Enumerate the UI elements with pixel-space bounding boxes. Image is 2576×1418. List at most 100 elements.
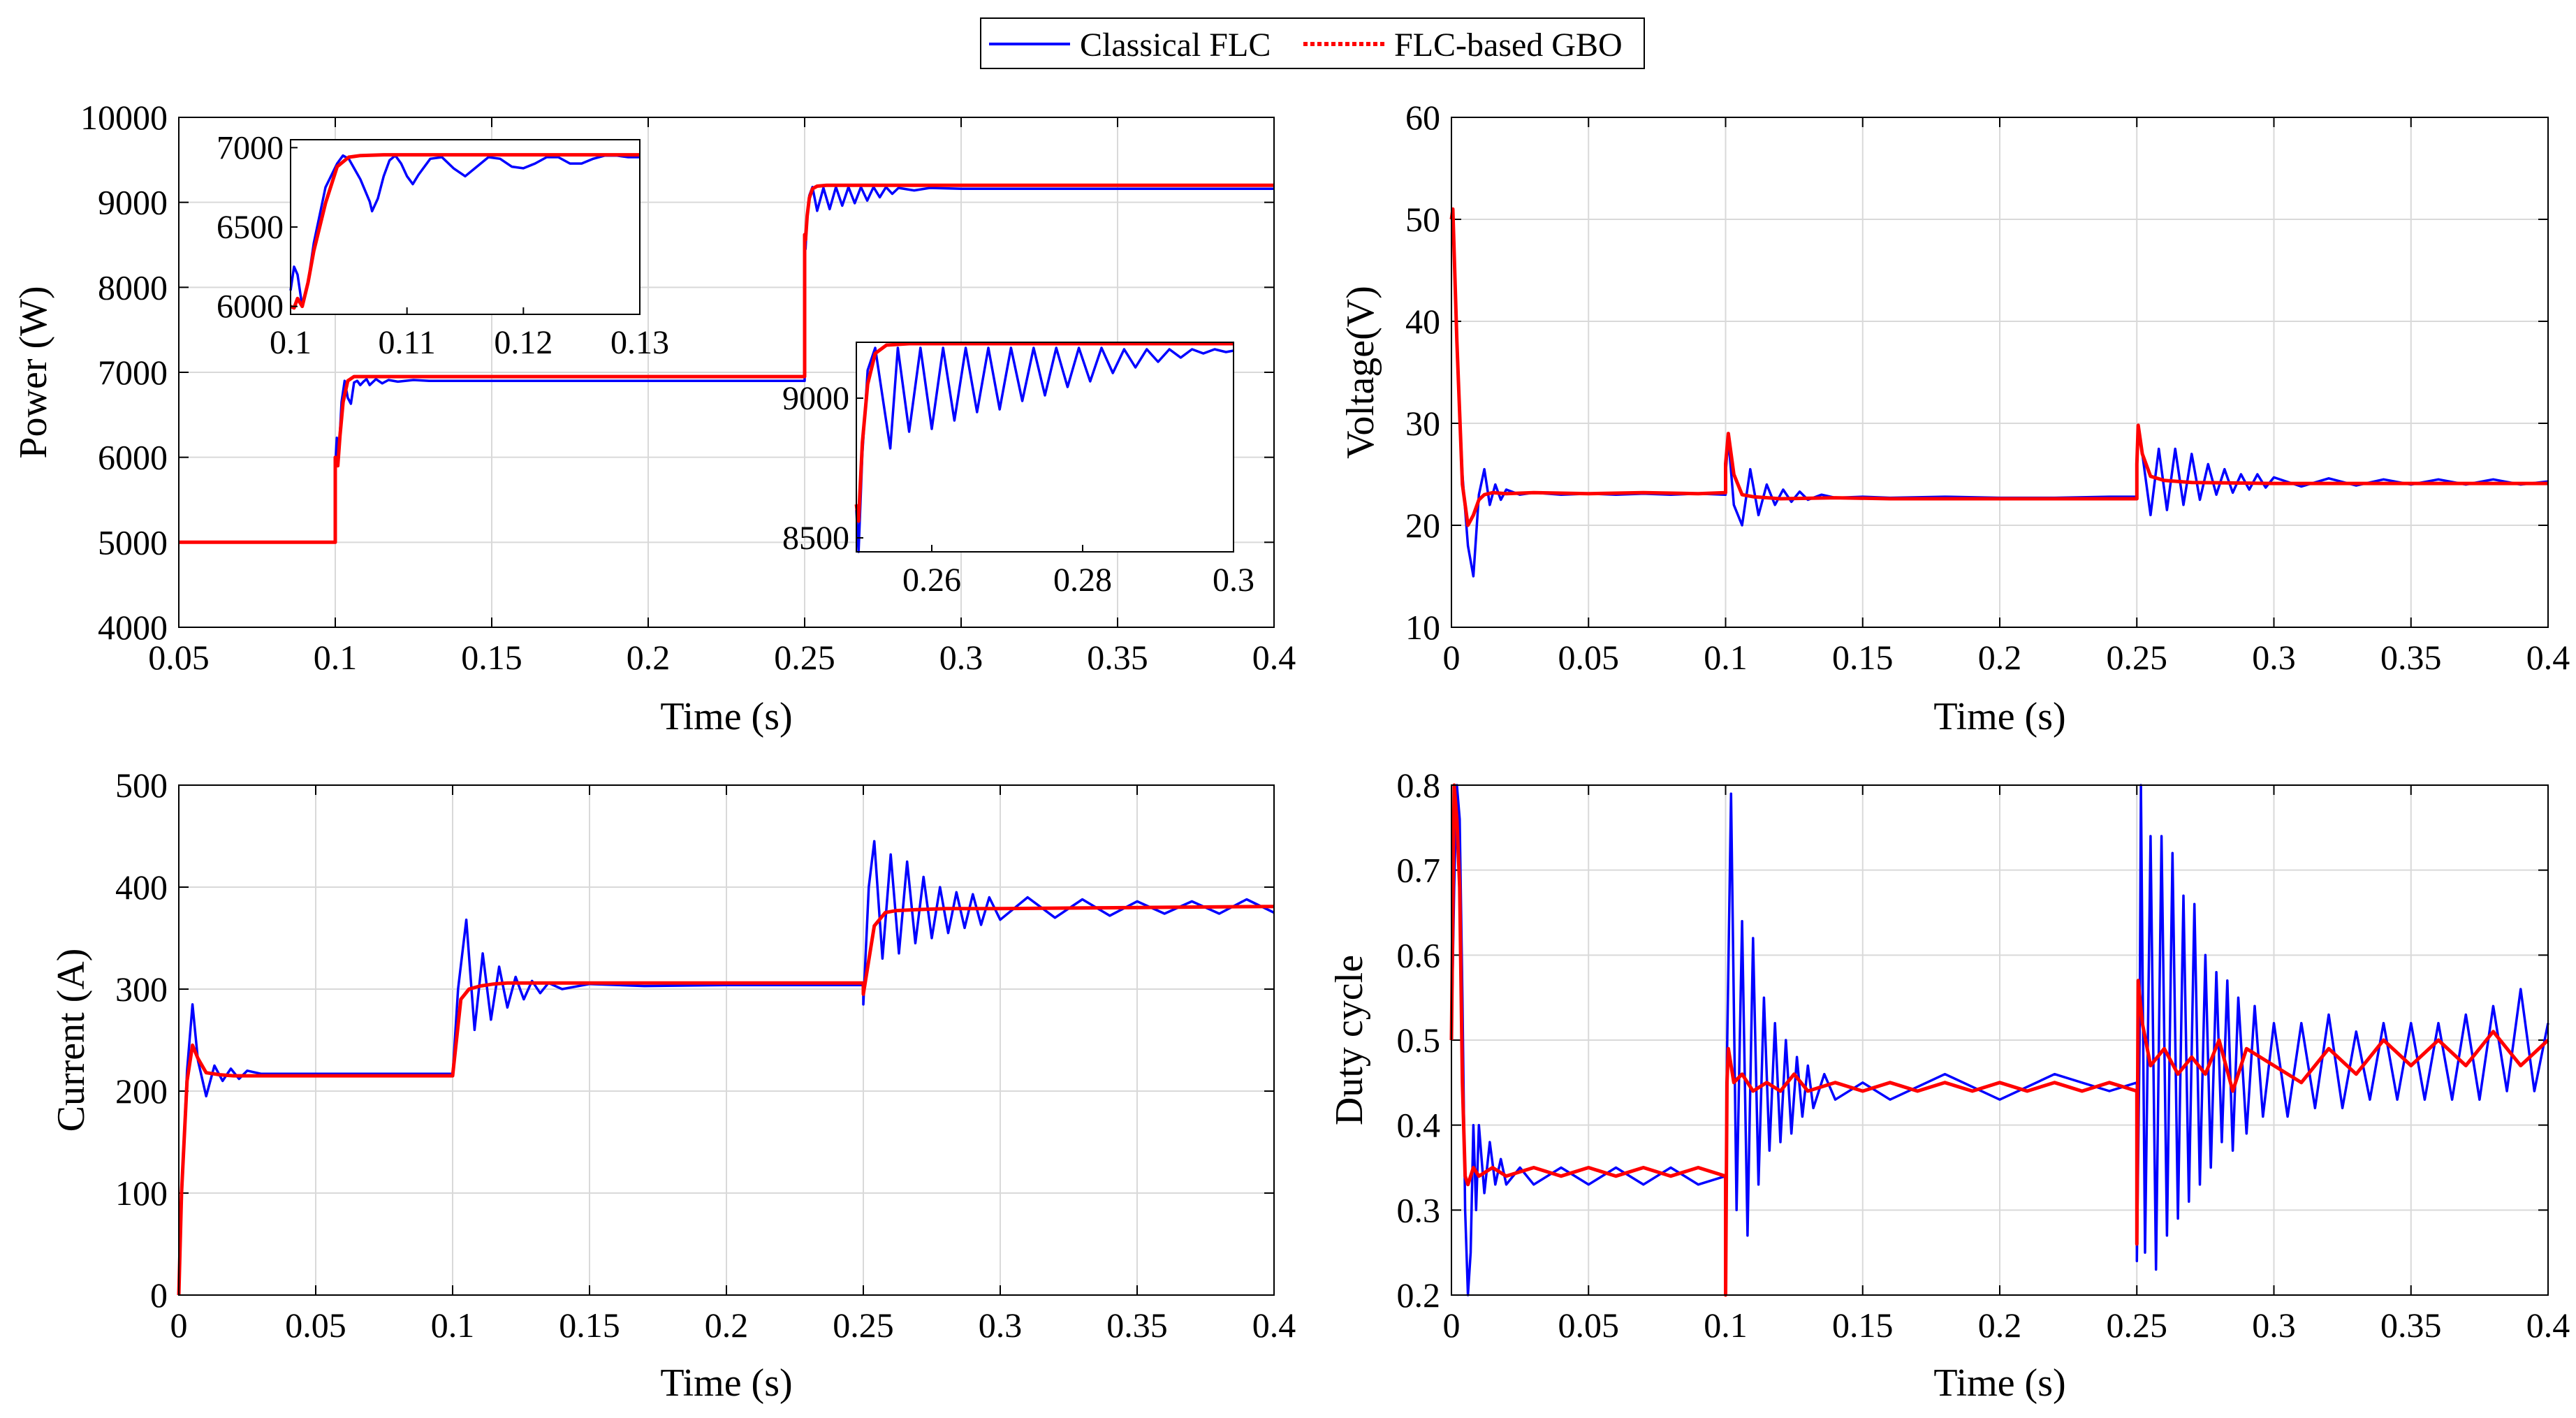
power-plot-frame xyxy=(178,117,1275,628)
duty-x-tick-label: 0.35 xyxy=(2380,1306,2442,1345)
power-series-classical-flc xyxy=(179,186,1274,544)
power-inset-2-series-classical-flc xyxy=(855,346,1234,553)
voltage-series xyxy=(1449,207,2549,578)
power-inset-1-x-tick-label: 0.12 xyxy=(494,324,552,361)
duty-x-tick-label: 0.3 xyxy=(2252,1306,2296,1345)
power-x-tick-label: 0.15 xyxy=(461,638,522,677)
voltage-x-tick-label: 0.4 xyxy=(2526,638,2570,677)
current-x-tick-label: 0.1 xyxy=(431,1306,475,1345)
power-inset-2-area xyxy=(856,342,1234,552)
power-series xyxy=(179,183,1274,544)
power-inset-2-x-tick-label: 0.28 xyxy=(1053,562,1112,599)
current-series-flc-based-gbo xyxy=(177,905,1275,1296)
power-inset-1-series-flc-based-gbo xyxy=(289,153,640,310)
duty-series xyxy=(1449,783,2549,1297)
current-x-tick-label: 0.35 xyxy=(1106,1306,1168,1345)
voltage-plot-frame xyxy=(1451,117,2549,628)
duty-x-tick-label: 0.25 xyxy=(2107,1306,2168,1345)
voltage-y-tick-label: 20 xyxy=(1405,506,1440,545)
duty-y-ticks: 0.2 0.3 0.4 0.5 0.6 0.7 0.8 xyxy=(1397,766,2548,1315)
current-x-tick-label: 0.05 xyxy=(285,1306,346,1345)
power-y-tick-label: 10000 xyxy=(80,98,168,137)
current-y-tick-label: 400 xyxy=(115,868,168,907)
duty-x-tick-label: 0.05 xyxy=(1558,1306,1620,1345)
voltage-y-tick-label: 50 xyxy=(1405,200,1440,239)
voltage-x-tick-label: 0.35 xyxy=(2380,638,2442,677)
power-inset-2-frame xyxy=(856,342,1234,553)
current-x-tick-label: 0.2 xyxy=(705,1306,749,1345)
current-x-tick-label: 0 xyxy=(170,1306,188,1345)
power-inset-1-y-tick-label: 7000 xyxy=(217,129,284,166)
voltage-x-tick-label: 0.2 xyxy=(1978,638,2022,677)
power-y-tick-label: 6000 xyxy=(98,438,168,477)
power-inset-1-y-tick-label: 6500 xyxy=(217,209,284,246)
power-chart: 0.05 0.1 0.15 0.2 0.25 0.3 0.35 0.4 4000 5000 600… xyxy=(12,98,1296,738)
duty-y-tick-label: 0.8 xyxy=(1397,766,1441,805)
legend-label-flc-gbo: FLC-based GBO xyxy=(1394,27,1623,64)
power-x-ticks: 0.05 0.1 0.15 0.2 0.25 0.3 0.35 0.4 xyxy=(148,117,1296,677)
duty-series-flc-based-gbo xyxy=(1449,783,2549,1297)
current-y-tick-label: 100 xyxy=(115,1174,168,1213)
current-y-ticks: 0 100 200 300 400 500 xyxy=(115,766,1274,1315)
duty-y-tick-label: 0.7 xyxy=(1397,851,1441,890)
power-inset-1-x-tick-label: 0.13 xyxy=(610,324,669,361)
power-inset-2-series xyxy=(854,342,1234,553)
power-inset-2-x-tick-label: 0.26 xyxy=(902,562,961,599)
current-x-label: Time (s) xyxy=(660,1361,792,1405)
voltage-x-tick-label: 0.25 xyxy=(2107,638,2168,677)
power-inset-2-series-flc-based-gbo xyxy=(854,342,1234,523)
power-inset-1-y-ticks: 6000 6500 7000 xyxy=(217,129,298,326)
power-x-tick-label: 0.35 xyxy=(1087,638,1148,677)
voltage-y-ticks: 10 20 30 40 50 60 xyxy=(1405,98,2548,647)
voltage-x-label: Time (s) xyxy=(1933,695,2065,738)
duty-chart: 0 0.05 0.1 0.15 0.2 0.25 0.3 0.35 0.4 0.20.30.40… xyxy=(1328,766,2570,1405)
power-inset-1: 0.1 0.11 0.12 0.13 6000 6500 7000 xyxy=(217,129,669,361)
power-x-tick-label: 0.2 xyxy=(627,638,671,677)
current-series-classical-flc xyxy=(177,840,1275,1296)
duty-y-tick-label: 0.6 xyxy=(1397,935,1441,974)
current-plot-frame xyxy=(178,784,1275,1296)
power-series-flc-based-gbo xyxy=(179,183,1274,544)
duty-y-tick-label: 0.4 xyxy=(1397,1106,1441,1145)
voltage-y-tick-label: 30 xyxy=(1405,404,1440,443)
voltage-x-tick-label: 0.1 xyxy=(1704,638,1748,677)
duty-y-tick-label: 0.2 xyxy=(1397,1276,1441,1315)
duty-x-ticks: 0 0.05 0.1 0.15 0.2 0.25 0.3 0.35 0.4 xyxy=(1443,785,2570,1345)
current-x-tick-label: 0.3 xyxy=(979,1306,1023,1345)
power-x-label: Time (s) xyxy=(660,695,792,738)
duty-x-tick-label: 0.4 xyxy=(2526,1306,2570,1345)
voltage-x-ticks: 0 0.05 0.1 0.15 0.2 0.25 0.3 0.35 0.4 xyxy=(1443,117,2570,677)
power-x-tick-label: 0.25 xyxy=(774,638,835,677)
power-inset-2-x-tick-label: 0.3 xyxy=(1213,562,1254,599)
power-inset-1-area xyxy=(291,140,640,314)
voltage-x-tick-label: 0.3 xyxy=(2252,638,2296,677)
voltage-x-tick-label: 0.05 xyxy=(1558,638,1620,677)
power-inset-1-y-tick-label: 6000 xyxy=(217,288,284,326)
power-y-label: Power (W) xyxy=(12,286,55,458)
voltage-chart: 0 0.05 0.1 0.15 0.2 0.25 0.3 0.35 0.4 10 20 30 40 50… xyxy=(1339,98,2570,738)
duty-x-tick-label: 0.15 xyxy=(1832,1306,1894,1345)
duty-x-tick-label: 0 xyxy=(1443,1306,1461,1345)
duty-x-label: Time (s) xyxy=(1933,1361,2065,1405)
power-inset-1-frame xyxy=(290,139,641,315)
power-inset-1-x-tick-label: 0.1 xyxy=(270,324,312,361)
voltage-x-tick-label: 0.15 xyxy=(1832,638,1894,677)
power-y-tick-label: 9000 xyxy=(98,183,168,222)
power-inset-2-y-ticks: 8500 9000 xyxy=(782,380,863,557)
power-y-ticks: 4000 5000 6000 7000 8000 9000 10000 xyxy=(80,98,1274,647)
current-y-tick-label: 0 xyxy=(150,1276,168,1315)
duty-y-tick-label: 0.5 xyxy=(1397,1021,1441,1060)
current-y-tick-label: 500 xyxy=(115,766,168,805)
voltage-x-tick-label: 0 xyxy=(1443,638,1461,677)
power-x-tick-label: 0.4 xyxy=(1252,638,1296,677)
power-y-tick-label: 8000 xyxy=(98,268,168,307)
duty-plot-frame xyxy=(1451,784,2549,1296)
duty-y-label: Duty cycle xyxy=(1328,955,1371,1125)
voltage-y-label: Voltage(V) xyxy=(1339,286,1382,459)
duty-x-tick-label: 0.1 xyxy=(1704,1306,1748,1345)
current-x-tick-label: 0.25 xyxy=(833,1306,894,1345)
power-inset-2-y-tick-label: 8500 xyxy=(782,520,849,557)
current-series xyxy=(177,840,1275,1296)
legend: Classical FLC FLC-based GBO xyxy=(980,17,1645,69)
power-x-tick-label: 0.3 xyxy=(939,638,983,677)
